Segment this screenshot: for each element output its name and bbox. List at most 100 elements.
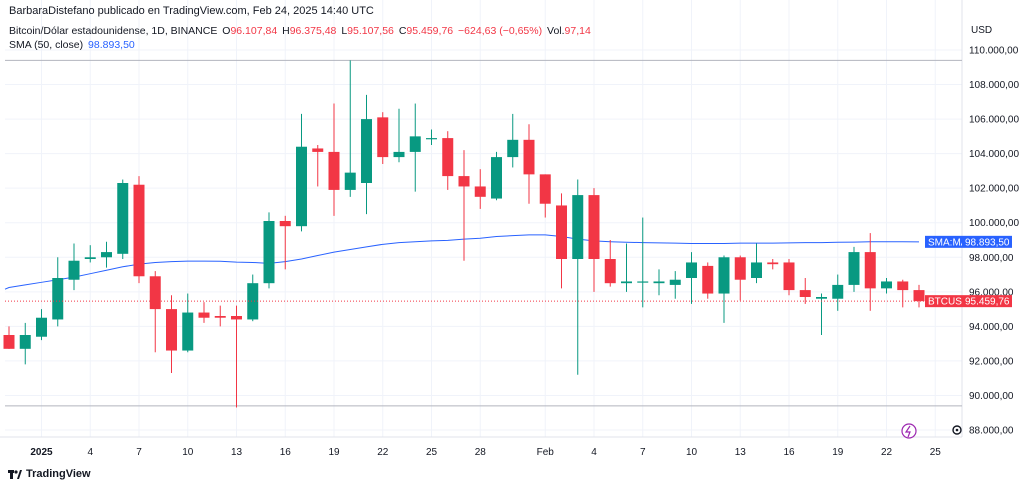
time-tick-label: 13	[231, 447, 243, 458]
candle-body	[442, 138, 454, 177]
candle-body	[653, 281, 665, 284]
time-tick-label: 28	[475, 447, 487, 458]
candle	[361, 94, 372, 215]
candle-body	[377, 117, 389, 158]
price-axis: 110.000,00 108.000,00 106.000,00 104.000,00…	[969, 46, 1019, 437]
low-label: L	[341, 25, 348, 37]
price-tick-label: 104.000,00	[969, 149, 1019, 160]
gear-icon[interactable]	[952, 425, 962, 435]
candle-body	[182, 312, 194, 351]
extreme-lines	[5, 59, 962, 407]
candle-body	[881, 281, 892, 289]
candle-body	[734, 257, 746, 280]
candle	[133, 176, 145, 284]
candle-body	[686, 262, 697, 278]
time-tick-label: 13	[735, 447, 747, 458]
candle	[263, 212, 275, 289]
candles	[3, 60, 925, 408]
candle-body	[799, 290, 811, 297]
candle	[474, 169, 486, 209]
volume-label: Vol.	[547, 25, 565, 37]
candle-body	[864, 252, 876, 289]
time-tick-label: 16	[280, 447, 292, 458]
candle-body	[166, 309, 177, 351]
time-tick-label: 2025	[30, 447, 53, 458]
candle	[734, 255, 746, 301]
open-label: O	[222, 25, 231, 37]
candle	[669, 271, 681, 299]
sma-value-bg	[962, 235, 1012, 248]
replay-icon[interactable]	[901, 423, 917, 439]
candle-body	[149, 276, 161, 310]
candle	[312, 145, 324, 187]
candle-body	[832, 284, 844, 299]
candle	[913, 284, 925, 308]
time-tick-label: 10	[182, 447, 194, 458]
candle-body	[426, 138, 437, 140]
candle-body	[279, 221, 291, 227]
price-tick-label: 98.000,00	[969, 253, 1014, 264]
candle-body	[718, 257, 730, 294]
price-tick-label: 108.000,00	[969, 80, 1019, 91]
candle-body	[361, 119, 372, 183]
candle-body	[231, 316, 242, 320]
gear-icon-ring	[952, 425, 962, 435]
price-tick-label: 96.000,00	[969, 287, 1014, 298]
candle	[296, 113, 307, 232]
candle	[556, 193, 567, 289]
candle	[117, 179, 129, 259]
candle	[621, 243, 632, 292]
price-tick-label: 90.000,00	[969, 391, 1014, 402]
sma-tag-bg	[925, 235, 962, 248]
candle	[377, 112, 389, 164]
btc-value-text: 95.459,76	[965, 297, 1010, 308]
candle	[3, 326, 15, 349]
close-label: C	[398, 25, 407, 37]
candle	[36, 309, 47, 341]
replay-icon-bolt	[904, 425, 911, 438]
time-tick-label: 4	[591, 447, 597, 458]
high-value: 96.375,48	[289, 25, 337, 37]
brand-label: TradingView	[26, 468, 91, 480]
candle	[767, 259, 779, 270]
candle	[458, 150, 470, 261]
tradingview-brand[interactable]: TradingView	[8, 468, 91, 480]
candle-body	[344, 172, 356, 190]
candle	[832, 274, 844, 311]
candle	[68, 243, 80, 291]
volume-value: 97,14	[564, 25, 591, 37]
candle	[149, 271, 161, 353]
candle	[426, 129, 437, 145]
time-tick-label: 22	[881, 447, 893, 458]
candle-body	[604, 259, 616, 284]
sma-legend: SMA (50, close) 98.893,50	[9, 39, 137, 51]
price-tick-label: 102.000,00	[969, 184, 1019, 195]
change-value: −624,63 (−0,65%)	[458, 25, 543, 37]
currency-label[interactable]: USD	[971, 25, 993, 36]
candle-body	[19, 335, 31, 349]
candle	[686, 252, 697, 304]
candle	[328, 103, 340, 216]
candle	[231, 305, 242, 408]
time-tick-label: 19	[328, 447, 340, 458]
candle-body	[214, 316, 226, 318]
publisher-line: BarbaraDistefano publicado en TradingVie…	[9, 5, 374, 17]
candle	[523, 124, 535, 204]
sma-tag-text: SMA:MA	[928, 237, 968, 248]
candle-body	[117, 183, 129, 254]
candle	[702, 262, 714, 299]
time-tick-label: 7	[136, 447, 142, 458]
candle	[393, 108, 405, 163]
candle-body	[312, 148, 324, 152]
candle-body	[296, 146, 307, 227]
candle-body	[198, 312, 210, 318]
candle	[214, 305, 226, 327]
candle	[84, 245, 96, 263]
candle	[799, 278, 811, 304]
high-label: H	[282, 25, 290, 37]
price-tick-label: 100.000,00	[969, 218, 1019, 229]
btc-value-bg	[962, 295, 1012, 308]
time-axis: 2025 4 7 10 13 16 19 22 25 28 Feb 4 7 10 13 16 19 22 25	[30, 423, 941, 458]
